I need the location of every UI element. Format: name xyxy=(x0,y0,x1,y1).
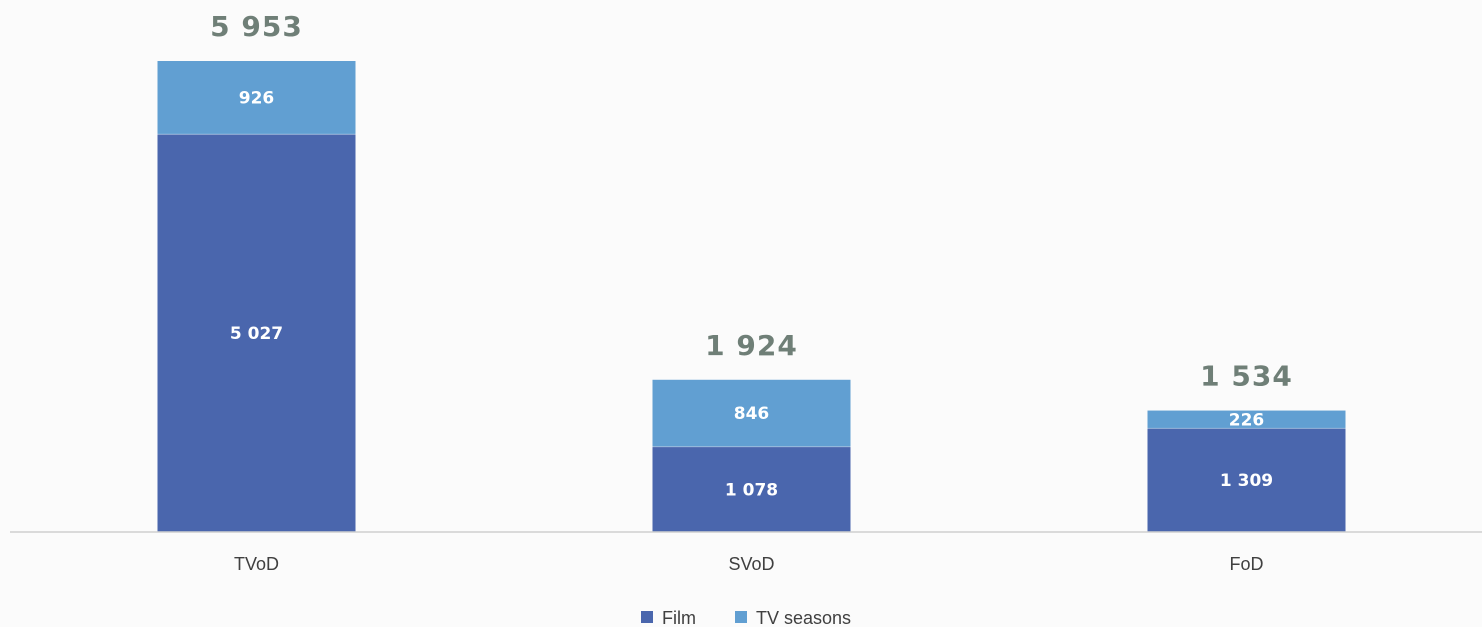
legend-label-tv-seasons: TV seasons xyxy=(756,608,851,627)
data-label-tv-seasons-tvod: 926 xyxy=(239,89,275,109)
data-label-tv-seasons-svod: 846 xyxy=(734,404,770,424)
legend-swatch-film xyxy=(641,611,653,623)
bars-layer: 5 027 926 5 953 1 078 846 1 924 1 309 226 1 534 xyxy=(157,10,1346,533)
category-label-svod: SVoD xyxy=(728,554,774,574)
category-label-tvod: TVoD xyxy=(234,554,279,574)
bar-tv-seasons-tvod xyxy=(157,61,356,135)
total-label-tvod: 5 953 xyxy=(210,10,303,43)
data-label-film-tvod: 5 027 xyxy=(230,324,283,344)
bar-film-svod xyxy=(652,446,851,532)
data-label-film-fod: 1 309 xyxy=(1220,471,1273,491)
bar-tv-seasons-svod xyxy=(652,379,851,447)
total-label-svod: 1 924 xyxy=(705,329,798,362)
bar-film-fod xyxy=(1147,428,1346,532)
total-label-fod: 1 534 xyxy=(1200,360,1293,393)
data-label-film-svod: 1 078 xyxy=(725,480,778,500)
legend: Film TV seasons xyxy=(641,608,851,627)
legend-swatch-tv-seasons xyxy=(735,611,747,623)
legend-label-film: Film xyxy=(662,608,696,627)
data-label-tv-seasons-fod: 226 xyxy=(1229,410,1265,430)
category-label-fod: FoD xyxy=(1229,554,1263,574)
bar-tv-seasons-fod xyxy=(1147,410,1346,429)
bar-film-tvod xyxy=(157,134,356,533)
category-labels: TVoD SVoD FoD xyxy=(234,554,1264,574)
